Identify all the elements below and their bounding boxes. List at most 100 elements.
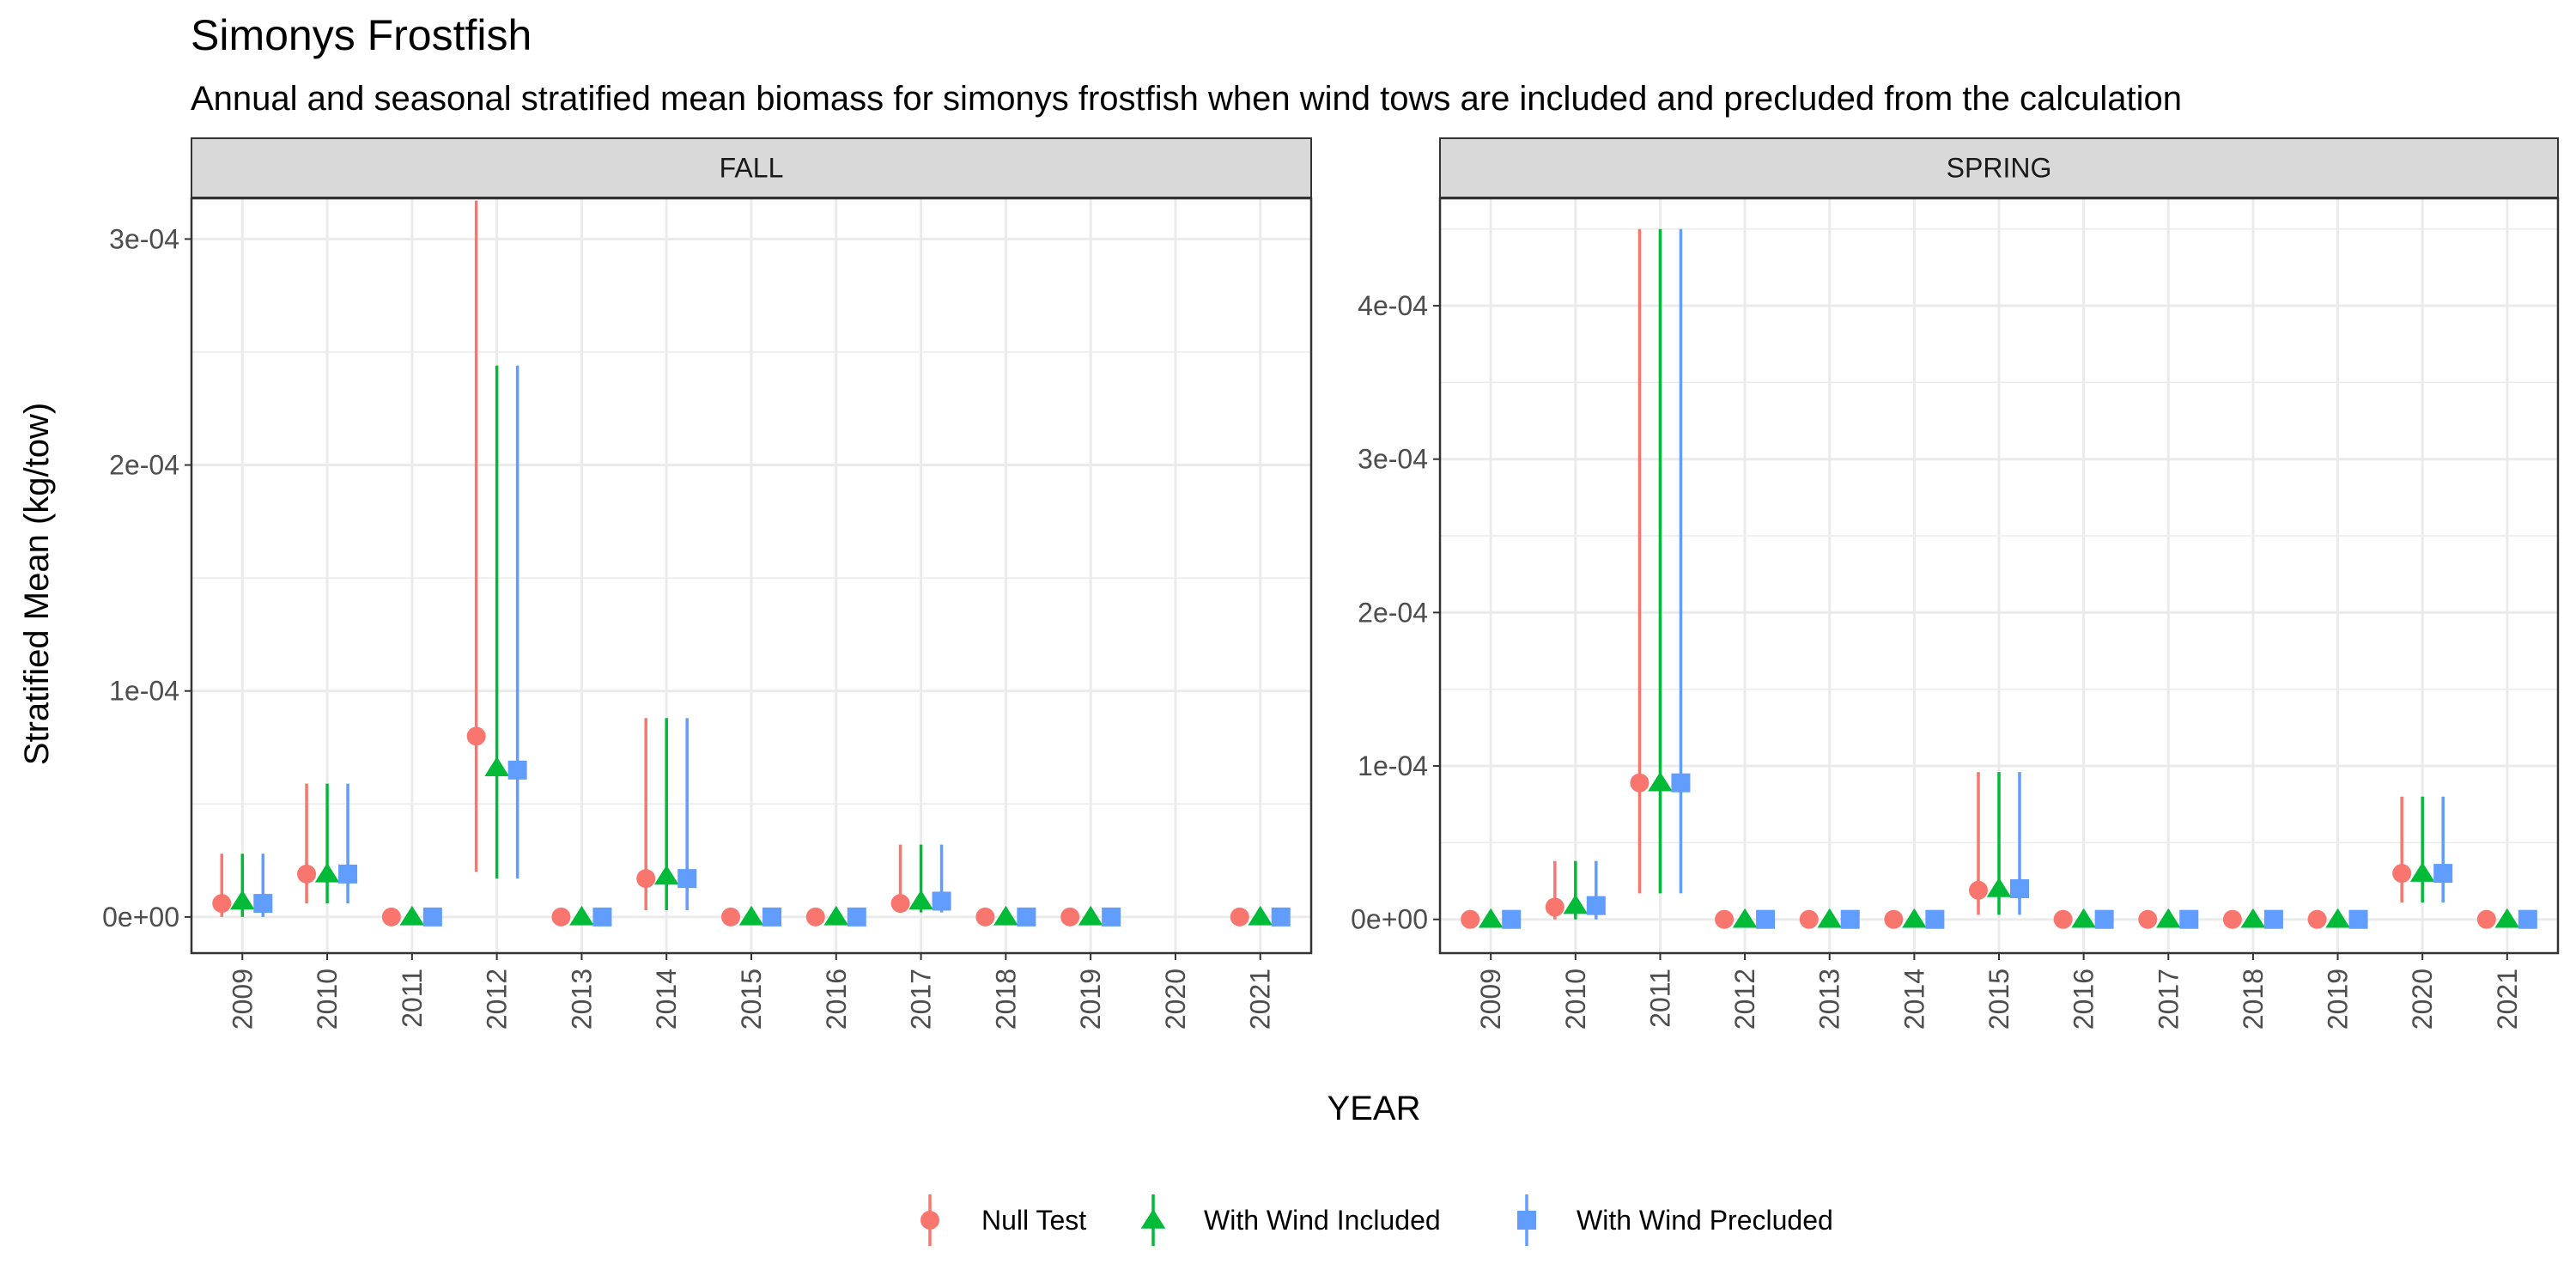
- data-point: [890, 894, 910, 914]
- data-point: [975, 907, 995, 927]
- data-point: [738, 905, 764, 926]
- data-point: [636, 869, 656, 889]
- data-point: [653, 865, 679, 885]
- data-point: [2010, 878, 2029, 898]
- data-point: [2307, 909, 2327, 929]
- data-point: [422, 907, 442, 927]
- data-point: [762, 907, 781, 927]
- legend-label: With Wind Precluded: [1577, 1205, 1833, 1236]
- data-point: [721, 907, 740, 927]
- data-point: [1715, 909, 1735, 929]
- data-point: [1799, 909, 1819, 929]
- x-tick-label: 2020: [2407, 969, 2438, 1030]
- legend-key-marker: [1517, 1211, 1536, 1230]
- y-tick-label: 2e-04: [1358, 597, 1428, 628]
- data-point: [1545, 897, 1564, 917]
- facet-strip-label: FALL: [720, 153, 784, 184]
- data-point: [399, 905, 425, 926]
- data-point: [805, 907, 825, 927]
- data-point: [2433, 864, 2453, 884]
- data-point: [297, 864, 317, 884]
- data-point: [2094, 909, 2114, 929]
- y-tick-label: 3e-04: [109, 223, 179, 254]
- data-point: [2179, 909, 2199, 929]
- data-point: [1671, 773, 1691, 793]
- facet-strip: [191, 137, 1312, 198]
- x-tick-label: 2010: [312, 969, 343, 1030]
- data-point: [1817, 908, 1843, 928]
- data-point: [2155, 908, 2181, 928]
- legend-label: Null Test: [981, 1205, 1086, 1236]
- data-point: [1969, 880, 1988, 900]
- data-point: [314, 862, 340, 883]
- panel-border: [190, 197, 1313, 955]
- data-point: [2240, 908, 2266, 928]
- data-point: [2518, 909, 2537, 929]
- data-point: [1732, 908, 1758, 928]
- data-point: [466, 726, 486, 746]
- x-tick-label: 2013: [1814, 969, 1845, 1030]
- data-point: [1925, 909, 1945, 929]
- chart-subtitle: Annual and seasonal stratified mean biom…: [191, 80, 2182, 118]
- x-tick-label: 2010: [1560, 969, 1591, 1030]
- data-point: [1230, 907, 1249, 927]
- y-tick-label: 3e-04: [1358, 444, 1428, 475]
- data-point: [253, 894, 273, 914]
- data-point: [1060, 907, 1080, 927]
- x-tick-label: 2014: [1899, 969, 1929, 1030]
- data-point: [2409, 862, 2435, 882]
- x-tick-label: 2019: [1075, 969, 1106, 1030]
- panel-spring: SPRING 0e+00 1e-04 2e-04 3e-04 4e-04 2009 2010 2…: [1351, 137, 2560, 1030]
- data-point: [1248, 905, 1273, 926]
- y-tick-label: 0e+00: [102, 902, 179, 933]
- data-point: [677, 869, 697, 889]
- data-point: [1902, 908, 1927, 928]
- x-axis-title: YEAR: [1327, 1090, 1421, 1127]
- data-point: [2263, 909, 2283, 929]
- data-point: [823, 905, 849, 926]
- x-tick-label: 2013: [566, 969, 597, 1030]
- data-point: [229, 890, 255, 910]
- x-tick-label: 2011: [397, 969, 428, 1028]
- data-point: [338, 864, 358, 884]
- x-tick-label: 2014: [651, 969, 682, 1030]
- data-point: [1017, 907, 1036, 927]
- x-tick-label: 2016: [2069, 969, 2099, 1030]
- data-point: [1461, 909, 1480, 929]
- x-tick-label: 2021: [1245, 969, 1276, 1030]
- data-point: [2325, 908, 2350, 928]
- data-point: [1756, 909, 1776, 929]
- x-tick-label: 2020: [1160, 969, 1191, 1030]
- data-point: [484, 756, 509, 776]
- x-tick-label: 2012: [1729, 969, 1760, 1030]
- data-point: [1630, 773, 1649, 793]
- data-point: [847, 907, 866, 927]
- data-point: [908, 890, 933, 910]
- x-tick-label: 2017: [2153, 969, 2184, 1030]
- data-point: [1563, 894, 1589, 914]
- data-point: [1271, 907, 1291, 927]
- x-tick-label: 2015: [1984, 969, 2014, 1030]
- y-tick-label: 0e+00: [1351, 904, 1428, 935]
- data-point: [2348, 909, 2368, 929]
- data-point: [1840, 909, 1860, 929]
- x-tick-label: 2018: [2238, 969, 2269, 1030]
- x-tick-label: 2009: [1475, 969, 1506, 1030]
- data-point: [1986, 877, 2012, 897]
- data-point: [507, 760, 527, 780]
- legend: Null Test With Wind Included With Wind Pre…: [920, 1194, 1833, 1246]
- x-tick-label: 2019: [2323, 969, 2354, 1030]
- data-point: [551, 907, 571, 927]
- x-tick-label: 2016: [821, 969, 852, 1030]
- x-tick-label: 2017: [906, 969, 937, 1030]
- x-tick-label: 2009: [227, 969, 258, 1030]
- data-point: [1586, 896, 1606, 915]
- x-tick-label: 2021: [2492, 969, 2523, 1030]
- data-point: [2222, 909, 2242, 929]
- data-point: [932, 891, 951, 911]
- data-point: [1502, 909, 1522, 929]
- x-tick-label: 2015: [736, 969, 767, 1030]
- legend-key-marker: [1140, 1209, 1166, 1229]
- data-point: [2476, 909, 2496, 929]
